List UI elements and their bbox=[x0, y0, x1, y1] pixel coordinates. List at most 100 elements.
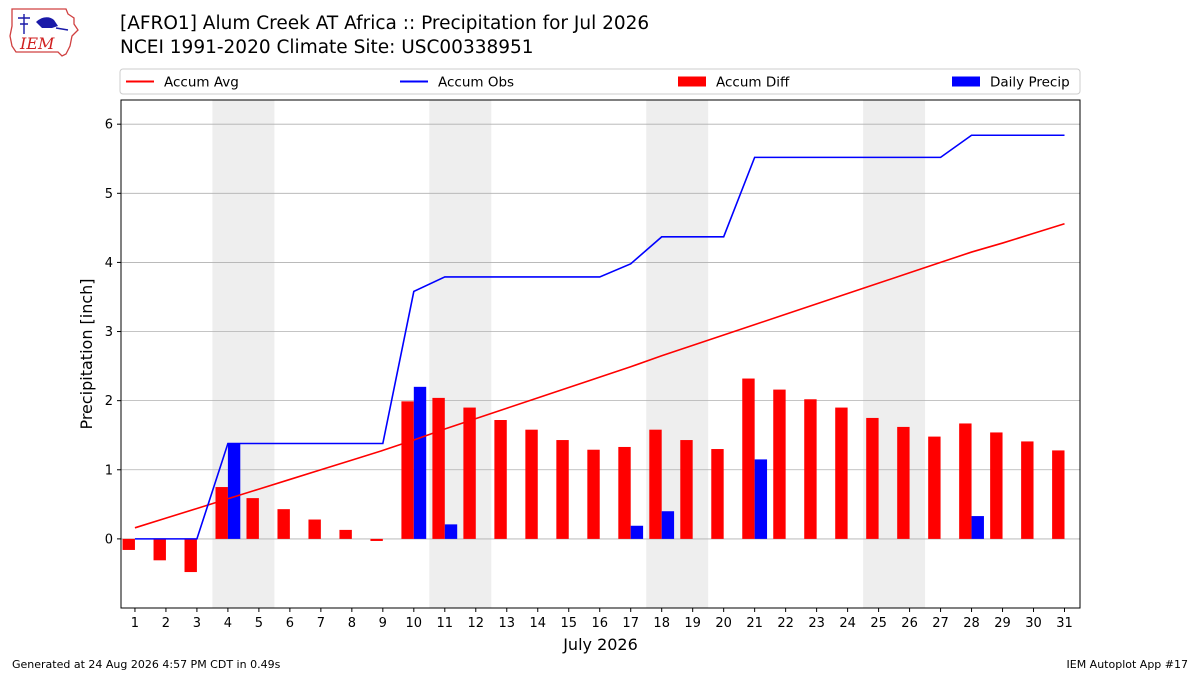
y-grid bbox=[121, 123, 1080, 540]
y-tick-label: 2 bbox=[105, 394, 113, 409]
legend-swatch bbox=[678, 76, 706, 87]
y-tick-label: 4 bbox=[105, 256, 113, 271]
x-axis-label: July 2026 bbox=[562, 635, 638, 654]
accum-diff-bar bbox=[1021, 441, 1034, 539]
title-line-2: NCEI 1991-2020 Climate Site: USC00338951 bbox=[120, 37, 534, 58]
x-tick-label: 19 bbox=[684, 616, 701, 631]
x-tick-label: 5 bbox=[255, 616, 263, 631]
x-tick-label: 28 bbox=[963, 616, 980, 631]
bar-series bbox=[122, 378, 1065, 573]
accum-diff-bar bbox=[866, 417, 879, 539]
x-tick-label: 20 bbox=[715, 616, 732, 631]
daily-precip-bar bbox=[661, 511, 675, 539]
line-series bbox=[134, 134, 1065, 540]
x-tick-label: 8 bbox=[348, 616, 356, 631]
x-tick-label: 27 bbox=[932, 616, 949, 631]
x-tick-label: 2 bbox=[162, 616, 170, 631]
accum-diff-bar bbox=[215, 487, 228, 539]
accum-diff-bar bbox=[773, 389, 786, 539]
accum-avg-line bbox=[134, 222, 1065, 529]
daily-precip-bar bbox=[754, 459, 768, 539]
title-line-1: [AFRO1] Alum Creek AT Africa :: Precipit… bbox=[120, 13, 650, 34]
generated-timestamp: Generated at 24 Aug 2026 4:57 PM CDT in … bbox=[12, 658, 281, 671]
x-tick-label: 26 bbox=[901, 616, 918, 631]
accum-diff-bar bbox=[277, 509, 290, 539]
accum-diff-bar bbox=[370, 538, 383, 541]
x-tick-label: 13 bbox=[498, 616, 515, 631]
x-tick-label: 1 bbox=[131, 616, 139, 631]
accum-diff-bar bbox=[1052, 450, 1065, 539]
x-tick-label: 6 bbox=[286, 616, 294, 631]
legend-box bbox=[119, 68, 1081, 95]
x-tick-label: 10 bbox=[406, 616, 423, 631]
chart-title: [AFRO1] Alum Creek AT Africa :: Precipit… bbox=[120, 12, 649, 60]
accum-diff-bar bbox=[990, 432, 1003, 539]
x-tick-label: 11 bbox=[437, 616, 454, 631]
accum-diff-bar bbox=[432, 397, 445, 539]
x-tick-label: 15 bbox=[560, 616, 577, 631]
accum-diff-bar bbox=[618, 446, 631, 539]
accum-diff-bar bbox=[308, 519, 321, 539]
x-tick-label: 31 bbox=[1056, 616, 1073, 631]
legend-label: Accum Diff bbox=[716, 75, 790, 91]
y-tick-label: 6 bbox=[105, 118, 113, 133]
accum-diff-bar bbox=[649, 429, 662, 539]
accum-diff-bar bbox=[959, 423, 972, 539]
x-tick-label: 12 bbox=[468, 616, 485, 631]
app-label: IEM Autoplot App #17 bbox=[1066, 658, 1189, 671]
x-axis-ticks: 1 2 3 4 5 6 7 8 9 10 11 12 13 14 15 16 17 18 19 20 21 22 23 24 2… bbox=[131, 608, 1073, 631]
accum-diff-bar bbox=[246, 498, 259, 539]
x-tick-label: 18 bbox=[653, 616, 670, 631]
accum-diff-bar bbox=[680, 440, 693, 539]
x-tick-label: 17 bbox=[622, 616, 639, 631]
y-tick-label: 5 bbox=[105, 187, 113, 202]
accum-diff-bar bbox=[153, 538, 166, 561]
plot-frame bbox=[120, 99, 1081, 609]
accum-obs-line bbox=[134, 134, 1065, 540]
accum-diff-bar bbox=[122, 538, 135, 550]
accum-diff-bar bbox=[339, 529, 352, 539]
accum-diff-bar bbox=[742, 378, 755, 539]
legend-label: Accum Obs bbox=[438, 75, 514, 91]
x-tick-label: 25 bbox=[870, 616, 887, 631]
x-tick-label: 22 bbox=[777, 616, 794, 631]
x-tick-label: 4 bbox=[224, 616, 232, 631]
accum-diff-bar bbox=[587, 449, 600, 539]
daily-precip-bar bbox=[971, 516, 984, 539]
accum-diff-bar bbox=[711, 449, 724, 539]
accum-diff-bar bbox=[463, 407, 476, 539]
daily-precip-bar bbox=[444, 524, 458, 539]
accum-diff-bar bbox=[494, 420, 507, 539]
accum-diff-bar bbox=[804, 399, 817, 539]
x-tick-label: 16 bbox=[591, 616, 608, 631]
legend-label: Accum Avg bbox=[164, 75, 239, 91]
y-tick-label: 3 bbox=[105, 325, 113, 340]
y-axis-label: Precipitation [inch] bbox=[77, 278, 96, 429]
y-axis-ticks: 0 1 2 3 4 5 6 bbox=[105, 118, 121, 547]
accum-diff-bar bbox=[184, 538, 197, 573]
x-tick-label: 23 bbox=[808, 616, 825, 631]
x-tick-label: 29 bbox=[994, 616, 1011, 631]
iem-logo: IEM bbox=[8, 6, 80, 58]
x-tick-label: 7 bbox=[317, 616, 325, 631]
x-tick-label: 14 bbox=[529, 616, 546, 631]
x-tick-label: 3 bbox=[193, 616, 201, 631]
logo-text: IEM bbox=[19, 34, 55, 53]
legend-swatch bbox=[952, 76, 980, 87]
accum-diff-bar bbox=[556, 440, 569, 539]
legend-label: Daily Precip bbox=[990, 75, 1070, 91]
daily-precip-bar bbox=[227, 443, 241, 539]
accum-diff-bar bbox=[525, 429, 538, 539]
x-tick-label: 30 bbox=[1025, 616, 1042, 631]
x-tick-label: 21 bbox=[746, 616, 763, 631]
accum-diff-bar bbox=[835, 407, 848, 539]
accum-diff-bar bbox=[928, 436, 941, 539]
accum-diff-bar bbox=[401, 401, 414, 539]
y-tick-label: 0 bbox=[105, 532, 113, 547]
y-tick-label: 1 bbox=[105, 463, 113, 478]
legend: Accum Avg Accum Obs Accum Diff Daily Precip bbox=[119, 68, 1081, 95]
x-tick-label: 24 bbox=[839, 616, 856, 631]
accum-diff-bar bbox=[897, 426, 910, 539]
daily-precip-bar bbox=[413, 386, 427, 539]
